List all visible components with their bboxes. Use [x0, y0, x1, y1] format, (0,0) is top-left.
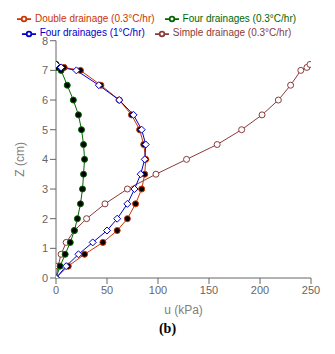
- svg-text:2: 2: [42, 213, 48, 225]
- svg-text:6: 6: [42, 94, 48, 106]
- svg-text:200: 200: [251, 284, 269, 296]
- svg-text:1: 1: [42, 242, 48, 254]
- svg-text:100: 100: [149, 284, 167, 296]
- svg-text:5: 5: [42, 124, 48, 136]
- svg-text:50: 50: [101, 284, 113, 296]
- svg-text:250: 250: [302, 284, 320, 296]
- svg-text:0: 0: [53, 284, 59, 296]
- svg-text:Z (cm): Z (cm): [13, 142, 27, 177]
- svg-text:7: 7: [42, 64, 48, 76]
- svg-text:u (kPa): u (kPa): [164, 303, 203, 317]
- svg-text:4: 4: [42, 153, 48, 165]
- svg-text:0: 0: [42, 272, 48, 284]
- svg-text:3: 3: [42, 183, 48, 195]
- svg-text:8: 8: [42, 35, 48, 47]
- svg-text:150: 150: [200, 284, 218, 296]
